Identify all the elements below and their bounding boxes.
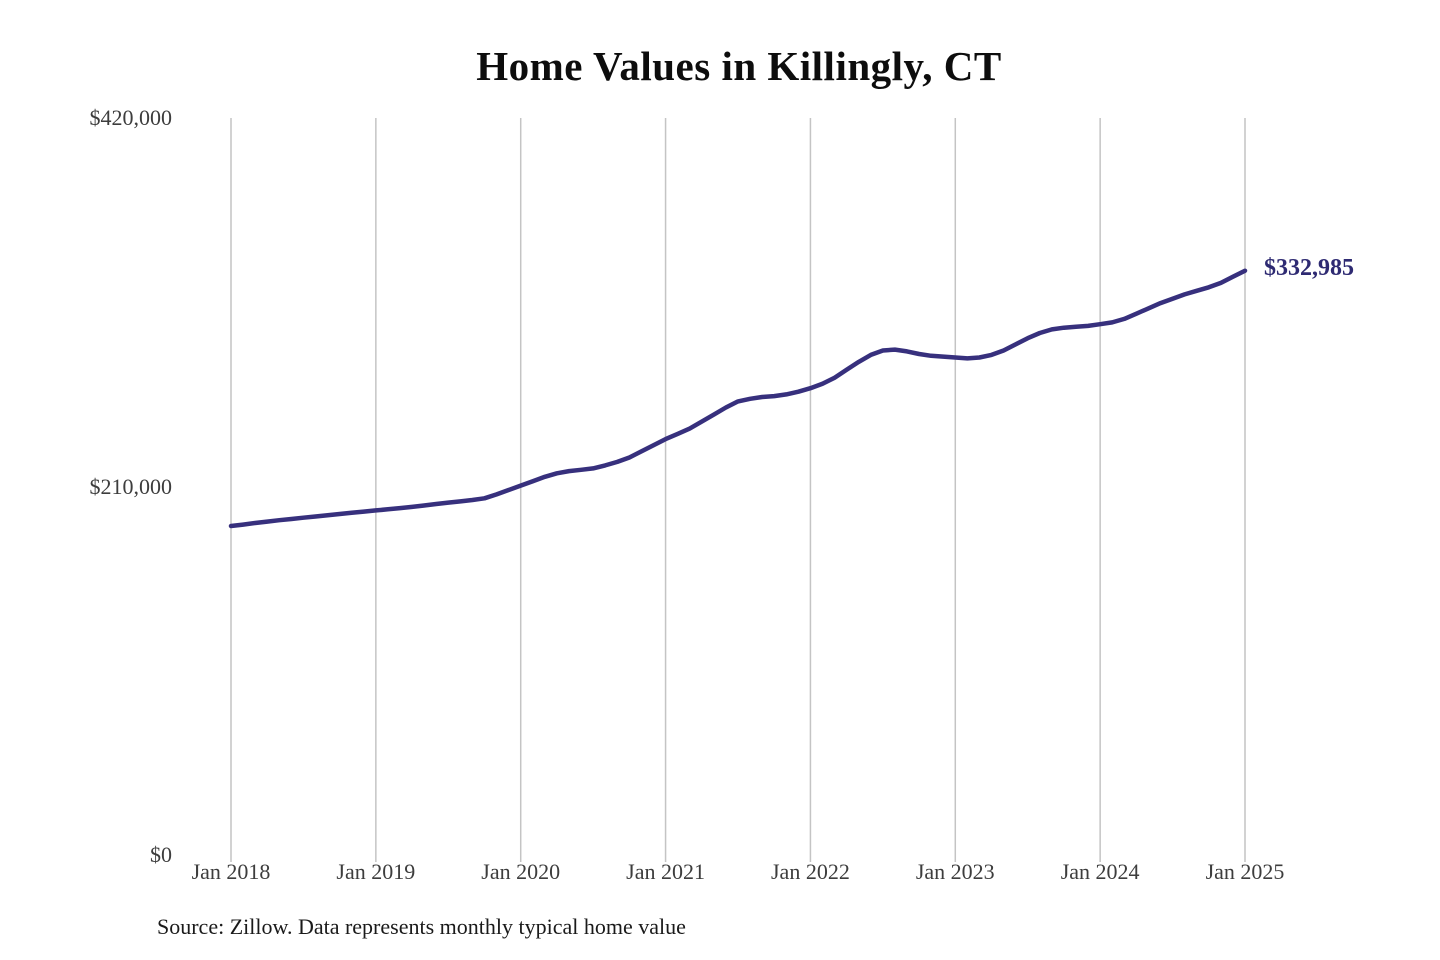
- x-axis-tick-label: Jan 2018: [191, 859, 271, 884]
- x-axis-tick-label: Jan 2021: [626, 859, 705, 884]
- source-note: Source: Zillow. Data represents monthly …: [157, 914, 686, 939]
- latest-value-label: $332,985: [1264, 254, 1354, 281]
- y-axis-tick-label: $420,000: [89, 105, 173, 130]
- x-axis-tick-label: Jan 2019: [336, 859, 416, 884]
- y-axis-tick-label: $0: [150, 842, 172, 867]
- x-axis-tick-label: Jan 2023: [915, 859, 995, 884]
- chart-title: Home Values in Killingly, CT: [476, 43, 1002, 89]
- x-axis-tick-label: Jan 2024: [1060, 859, 1140, 884]
- x-axis-tick-label: Jan 2020: [481, 859, 561, 884]
- x-axis-tick-label: Jan 2022: [771, 859, 850, 884]
- y-axis-tick-label: $210,000: [89, 473, 173, 499]
- x-axis-tick-label: Jan 2025: [1205, 859, 1285, 884]
- home-value-series-line: [228, 268, 1248, 529]
